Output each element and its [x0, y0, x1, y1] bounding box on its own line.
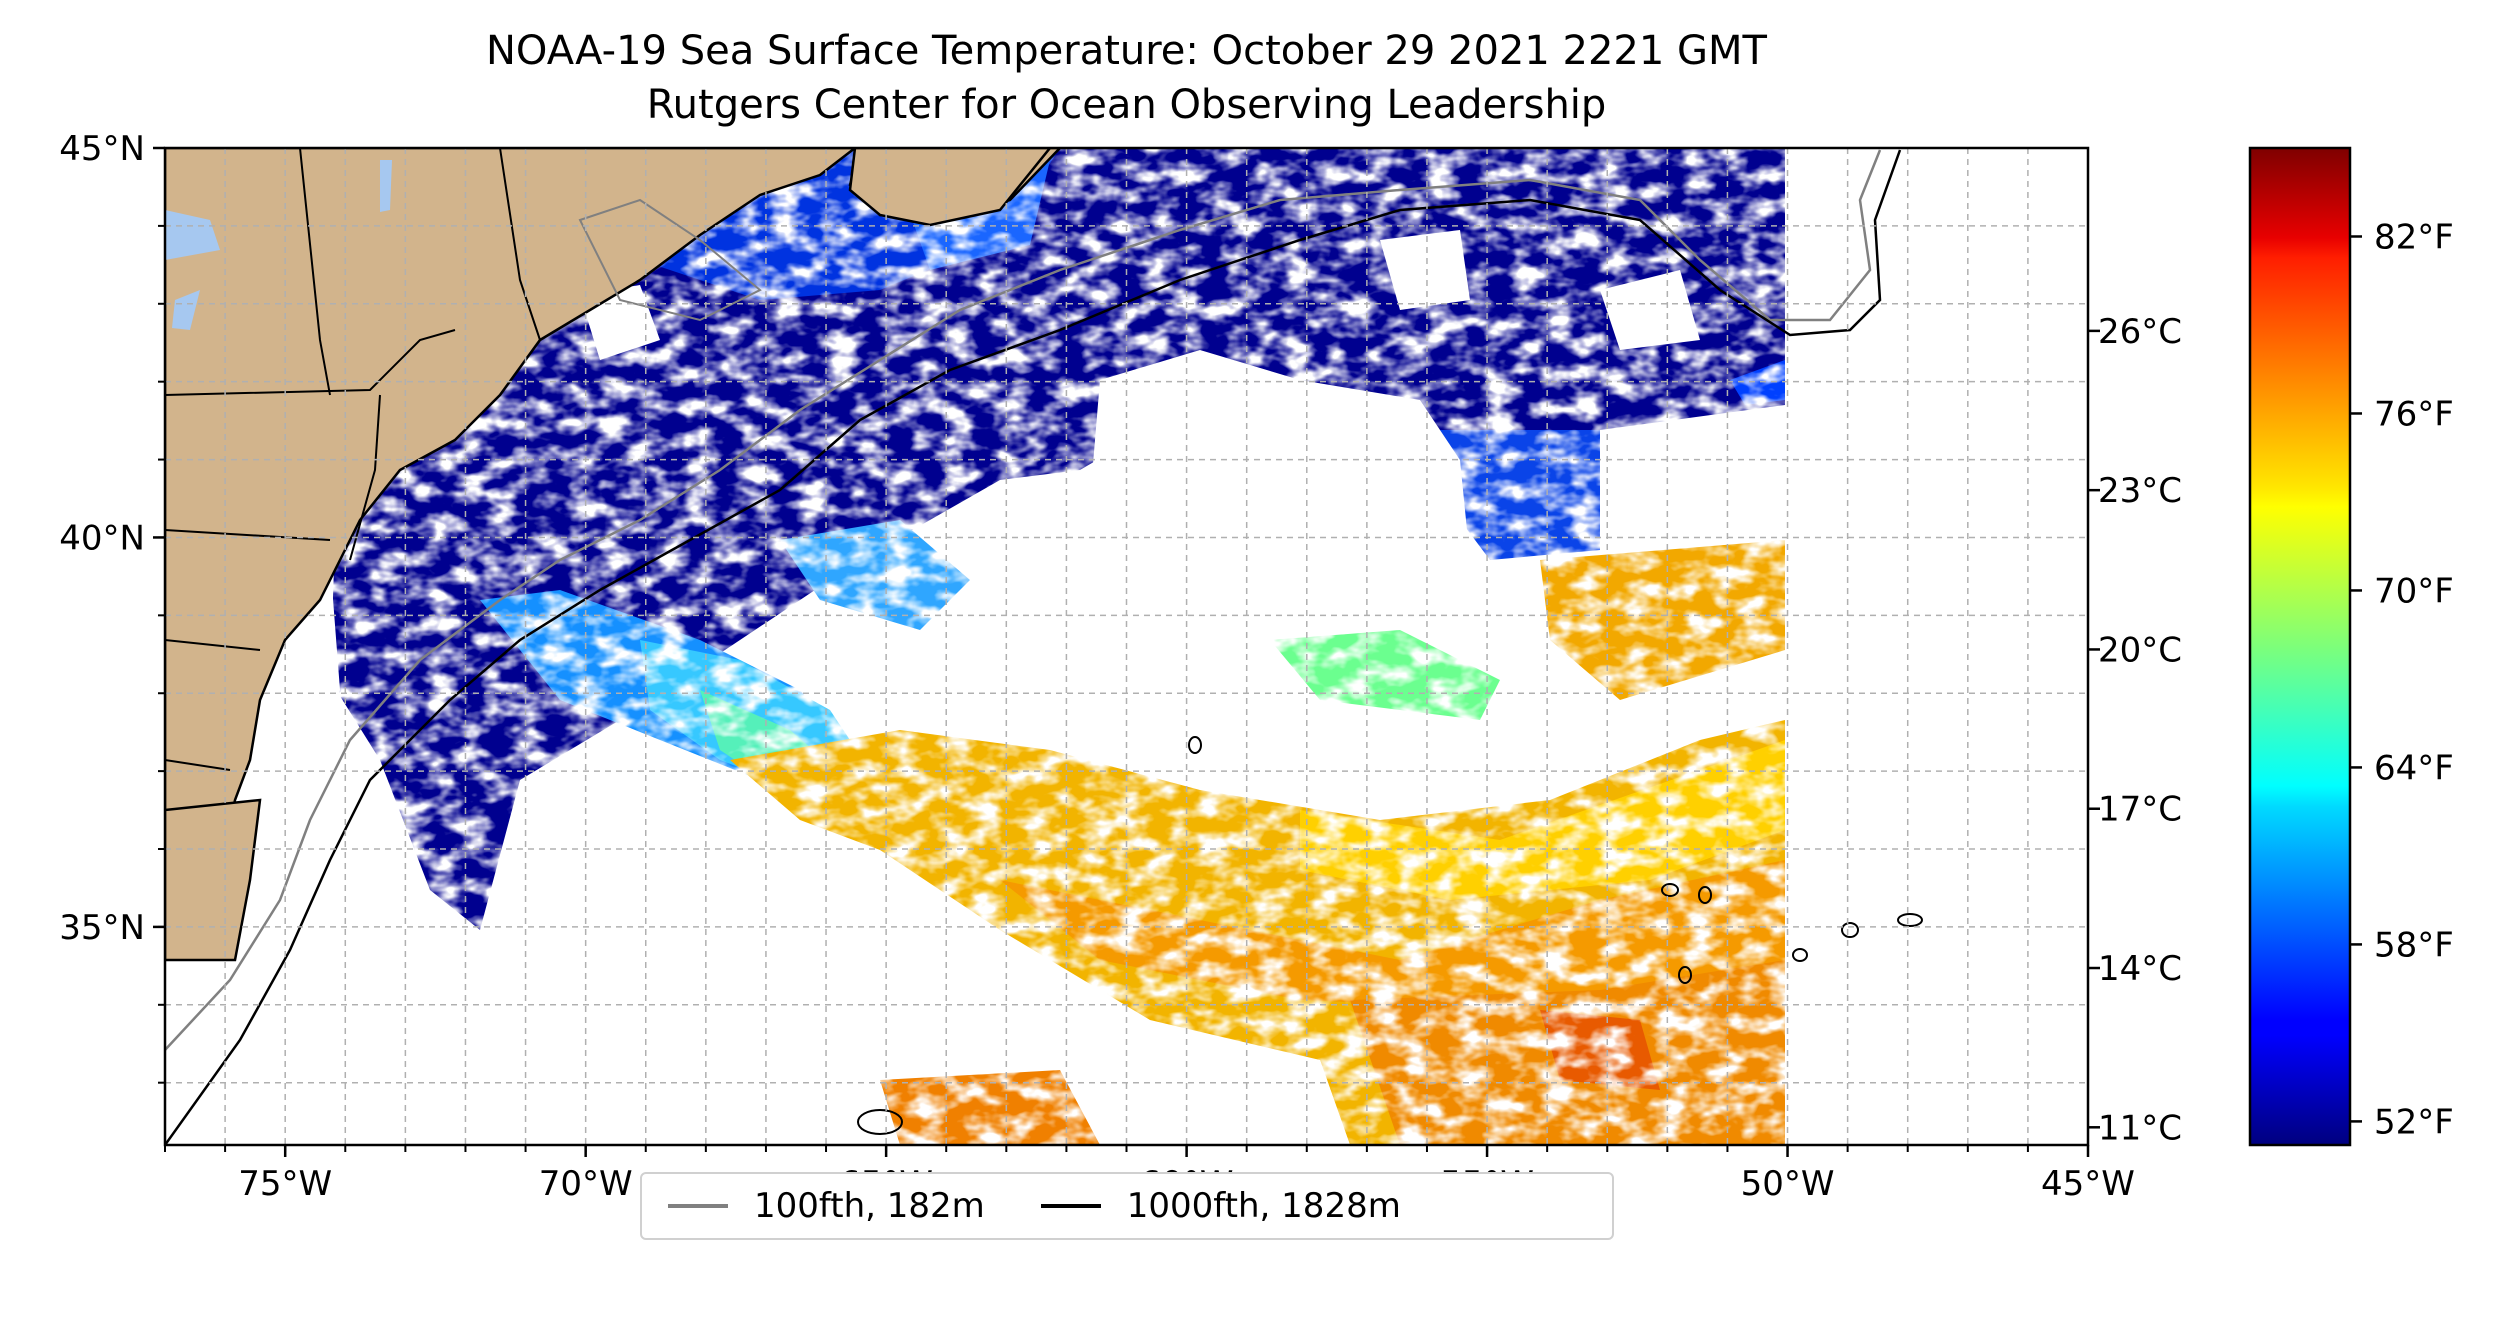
colorbar-ticks: 52°F 58°F 64°F 70°F 76°F 82°F 11°C 14°C 17°C 20°C…: [2088, 217, 2454, 1148]
contour-legend: 100fth, 182m 1000fth, 1828m: [640, 1172, 1614, 1240]
lat-tick-label: 35°N: [59, 908, 145, 948]
georges-bank-contour: [578, 198, 762, 322]
legend-item-1000fth: 1000fth, 1828m: [1040, 1186, 1401, 1226]
contour-100fth: [165, 149, 1882, 1051]
legend-swatch-1000fth: [1040, 1204, 1101, 1208]
celsius-tick-label: 11°C: [2098, 1108, 2182, 1148]
lon-tick-label: 70°W: [539, 1164, 633, 1204]
colorbar: [2248, 146, 2352, 1147]
legend-label-1000fth: 1000fth, 1828m: [1126, 1186, 1401, 1226]
celsius-tick-label: 23°C: [2098, 471, 2182, 511]
celsius-tick-label: 26°C: [2098, 312, 2182, 352]
celsius-tick-label: 14°C: [2098, 949, 2182, 989]
map-subtitle: Rutgers Center for Ocean Observing Leade…: [646, 82, 1607, 128]
lon-tick-label: 75°W: [238, 1164, 332, 1204]
lon-tick-label: 50°W: [1741, 1164, 1835, 1204]
lat-tick-label: 45°N: [59, 129, 145, 169]
fahrenheit-tick-label: 70°F: [2374, 571, 2454, 611]
seamount-contours: [857, 736, 1923, 1135]
gridlines: [165, 148, 2088, 1145]
lat-tick-label: 40°N: [59, 518, 145, 558]
fahrenheit-tick-label: 82°F: [2374, 217, 2454, 257]
map-title: NOAA-19 Sea Surface Temperature: October…: [486, 28, 1767, 74]
fahrenheit-tick-label: 64°F: [2374, 748, 2454, 788]
celsius-tick-label: 17°C: [2098, 790, 2182, 830]
lon-tick-label: 45°W: [2041, 1164, 2135, 1204]
legend-swatch-100fth: [668, 1204, 728, 1208]
legend-item-100fth: 100fth, 182m: [668, 1186, 985, 1226]
lakes: [165, 160, 392, 330]
contour-1000fth: [165, 149, 1902, 1145]
fahrenheit-tick-label: 58°F: [2374, 925, 2454, 965]
celsius-tick-label: 20°C: [2098, 630, 2182, 670]
state-borders: [165, 148, 541, 771]
no-data-areas: [165, 148, 2088, 1145]
legend-label-100fth: 100fth, 182m: [754, 1186, 985, 1226]
fahrenheit-tick-label: 52°F: [2374, 1102, 2454, 1142]
fahrenheit-tick-label: 76°F: [2374, 394, 2454, 434]
nova-scotia: [848, 148, 1052, 227]
